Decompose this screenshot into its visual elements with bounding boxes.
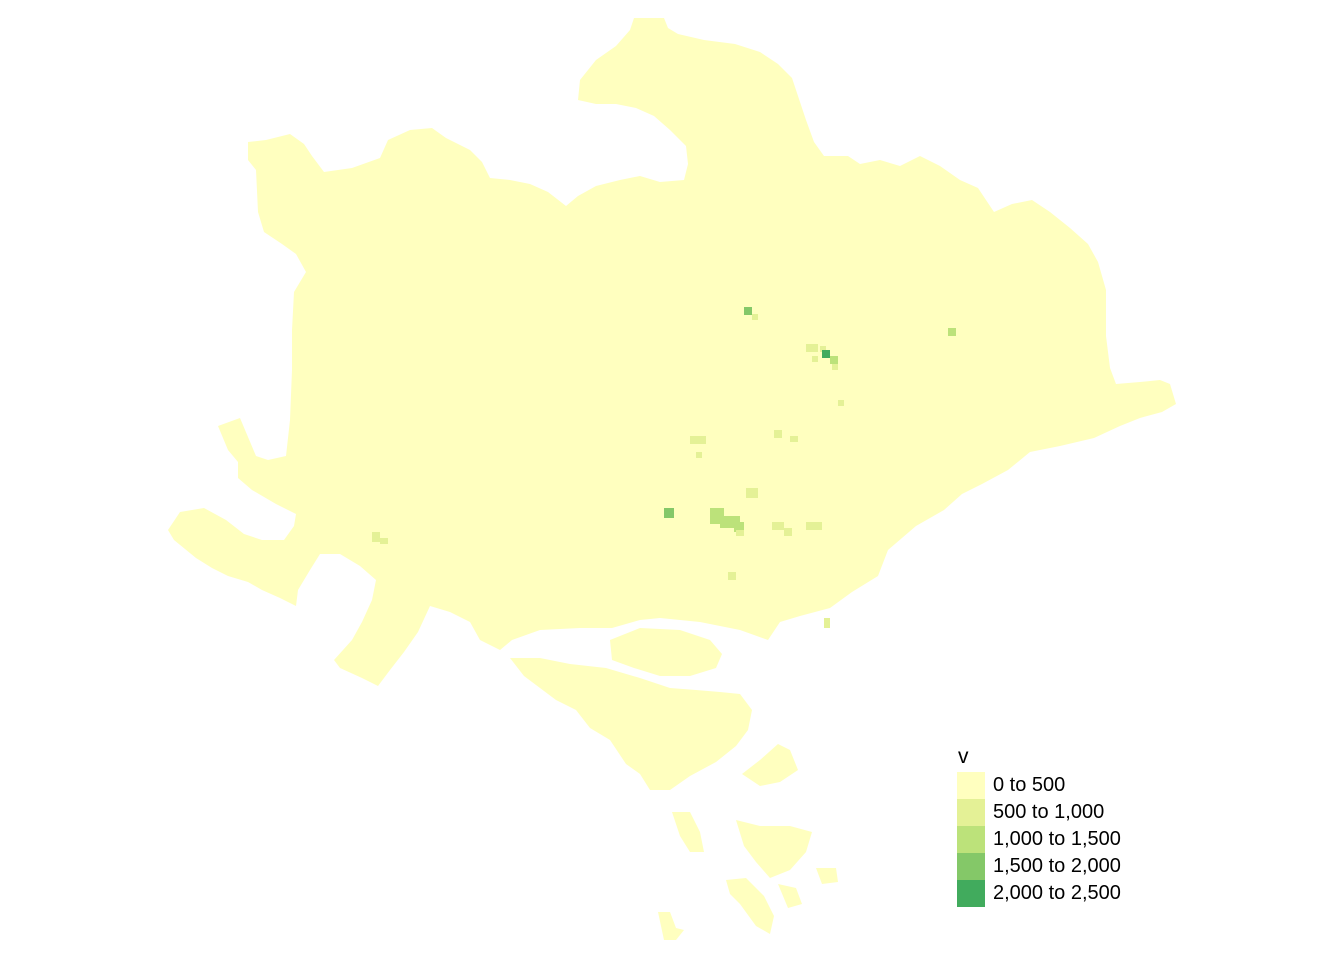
legend-row: 1,000 to 1,500 xyxy=(957,826,1121,853)
raster-cell xyxy=(728,572,736,580)
raster-cell xyxy=(806,522,822,530)
raster-cell xyxy=(690,436,706,444)
legend-swatch xyxy=(957,772,985,799)
raster-cell xyxy=(774,430,782,438)
legend-swatch xyxy=(957,853,985,880)
raster-cell xyxy=(790,436,798,442)
raster-cell xyxy=(744,307,752,315)
islet-a xyxy=(672,812,704,852)
raster-cell xyxy=(734,522,744,532)
legend-row: 500 to 1,000 xyxy=(957,799,1121,826)
raster-cell xyxy=(812,356,818,362)
legend-row: 1,500 to 2,000 xyxy=(957,853,1121,880)
raster-cell xyxy=(822,350,830,358)
raster-cell xyxy=(664,508,674,518)
raster-cell xyxy=(830,356,838,364)
legend-row: 2,000 to 2,500 xyxy=(957,880,1121,907)
south-island xyxy=(510,658,752,790)
legend-label: 500 to 1,000 xyxy=(993,801,1105,823)
raster-cell xyxy=(746,488,758,498)
legend-label: 1,000 to 1,500 xyxy=(993,828,1121,850)
legend-label: 2,000 to 2,500 xyxy=(993,882,1121,904)
central-islet xyxy=(610,628,722,676)
islet-f xyxy=(658,912,684,940)
islet-e xyxy=(816,868,838,884)
islet-c xyxy=(726,878,774,934)
raster-cell xyxy=(832,364,838,370)
legend-swatch xyxy=(957,880,985,907)
raster-cell xyxy=(772,522,784,530)
map-legend: v 0 to 500 500 to 1,000 1,000 to 1,500 1… xyxy=(957,742,1121,907)
raster-cell xyxy=(380,538,388,544)
legend-title: v xyxy=(958,745,969,768)
legend-swatch xyxy=(957,799,985,826)
raster-cell xyxy=(948,328,956,336)
raster-cell xyxy=(784,528,792,536)
legend-row: 0 to 500 xyxy=(957,772,1121,799)
raster-base-layer xyxy=(168,18,1176,940)
raster-value-cells xyxy=(372,307,956,628)
islet-d xyxy=(778,884,802,908)
islet-b xyxy=(736,820,812,878)
raster-cell xyxy=(820,346,826,352)
raster-cell xyxy=(736,530,744,536)
legend-label: 1,500 to 2,000 xyxy=(993,855,1121,877)
main-land-area xyxy=(168,18,1176,686)
raster-cell xyxy=(752,314,758,320)
legend-swatch xyxy=(957,826,985,853)
raster-cell xyxy=(806,344,818,352)
raster-cell xyxy=(696,452,702,458)
raster-cell xyxy=(824,618,830,628)
raster-cell xyxy=(372,532,380,542)
raster-cell xyxy=(838,400,844,406)
legend-label: 0 to 500 xyxy=(993,774,1066,796)
south-east-islet xyxy=(742,744,798,786)
